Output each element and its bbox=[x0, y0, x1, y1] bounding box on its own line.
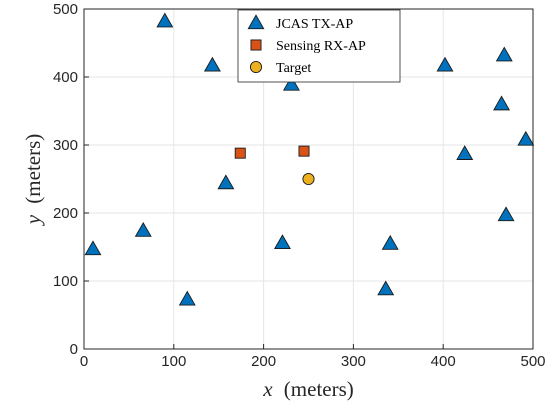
y-tick-label: 400 bbox=[53, 69, 78, 86]
y-tick-label: 500 bbox=[53, 1, 78, 18]
x-axis-unit: (meters) bbox=[284, 377, 354, 401]
x-tick-label: 200 bbox=[251, 353, 276, 370]
y-axis-unit: (meters) bbox=[21, 134, 45, 204]
triangle-marker bbox=[282, 75, 300, 91]
triangle-marker bbox=[456, 145, 474, 160]
y-tick-label: 300 bbox=[53, 137, 78, 154]
y-tick-label: 0 bbox=[70, 341, 78, 358]
axis-ticks: 0 100 200 300 400 500 0 100 200 300 400 500 bbox=[53, 1, 546, 370]
x-tick-label: 500 bbox=[520, 353, 545, 370]
legend-label: JCAS TX-AP bbox=[276, 17, 353, 32]
triangle-marker bbox=[134, 221, 152, 237]
triangle-marker bbox=[217, 174, 235, 190]
legend-box bbox=[237, 9, 401, 83]
x-axis-label: x (meters) bbox=[262, 377, 354, 401]
legend-label: Target bbox=[276, 61, 311, 76]
triangle-marker bbox=[178, 290, 196, 306]
legend: JCAS TX-AP Sensing RX-AP Target bbox=[237, 9, 401, 83]
y-axis-label: y (meters) bbox=[21, 134, 45, 227]
triangle-marker bbox=[203, 56, 221, 72]
square-marker bbox=[298, 145, 310, 157]
triangle-marker bbox=[84, 240, 102, 256]
triangle-marker bbox=[381, 234, 399, 250]
triangle-marker bbox=[495, 46, 513, 62]
triangle-marker bbox=[273, 234, 291, 250]
circle-marker bbox=[302, 172, 315, 186]
x-axis-variable: x bbox=[262, 377, 273, 401]
y-tick-label: 200 bbox=[53, 205, 78, 222]
square-marker bbox=[234, 147, 246, 159]
plot-frame bbox=[83, 8, 534, 350]
triangle-marker bbox=[377, 280, 395, 296]
x-tick-label: 0 bbox=[80, 353, 88, 370]
triangle-marker bbox=[436, 56, 454, 72]
triangle-marker bbox=[156, 12, 174, 28]
legend-square-marker bbox=[250, 39, 262, 51]
y-axis-variable: y bbox=[21, 214, 45, 226]
legend-circle-marker bbox=[249, 60, 263, 74]
triangle-marker bbox=[497, 206, 515, 222]
x-tick-label: 300 bbox=[341, 353, 366, 370]
y-tick-label: 100 bbox=[53, 273, 78, 290]
legend-triangle-marker bbox=[247, 14, 265, 30]
data-points bbox=[84, 12, 535, 306]
x-tick-label: 400 bbox=[431, 353, 456, 370]
x-tick-label: 100 bbox=[161, 353, 186, 370]
legend-label: Sensing RX-AP bbox=[276, 39, 366, 54]
triangle-marker bbox=[493, 95, 511, 111]
triangle-marker bbox=[517, 130, 535, 146]
